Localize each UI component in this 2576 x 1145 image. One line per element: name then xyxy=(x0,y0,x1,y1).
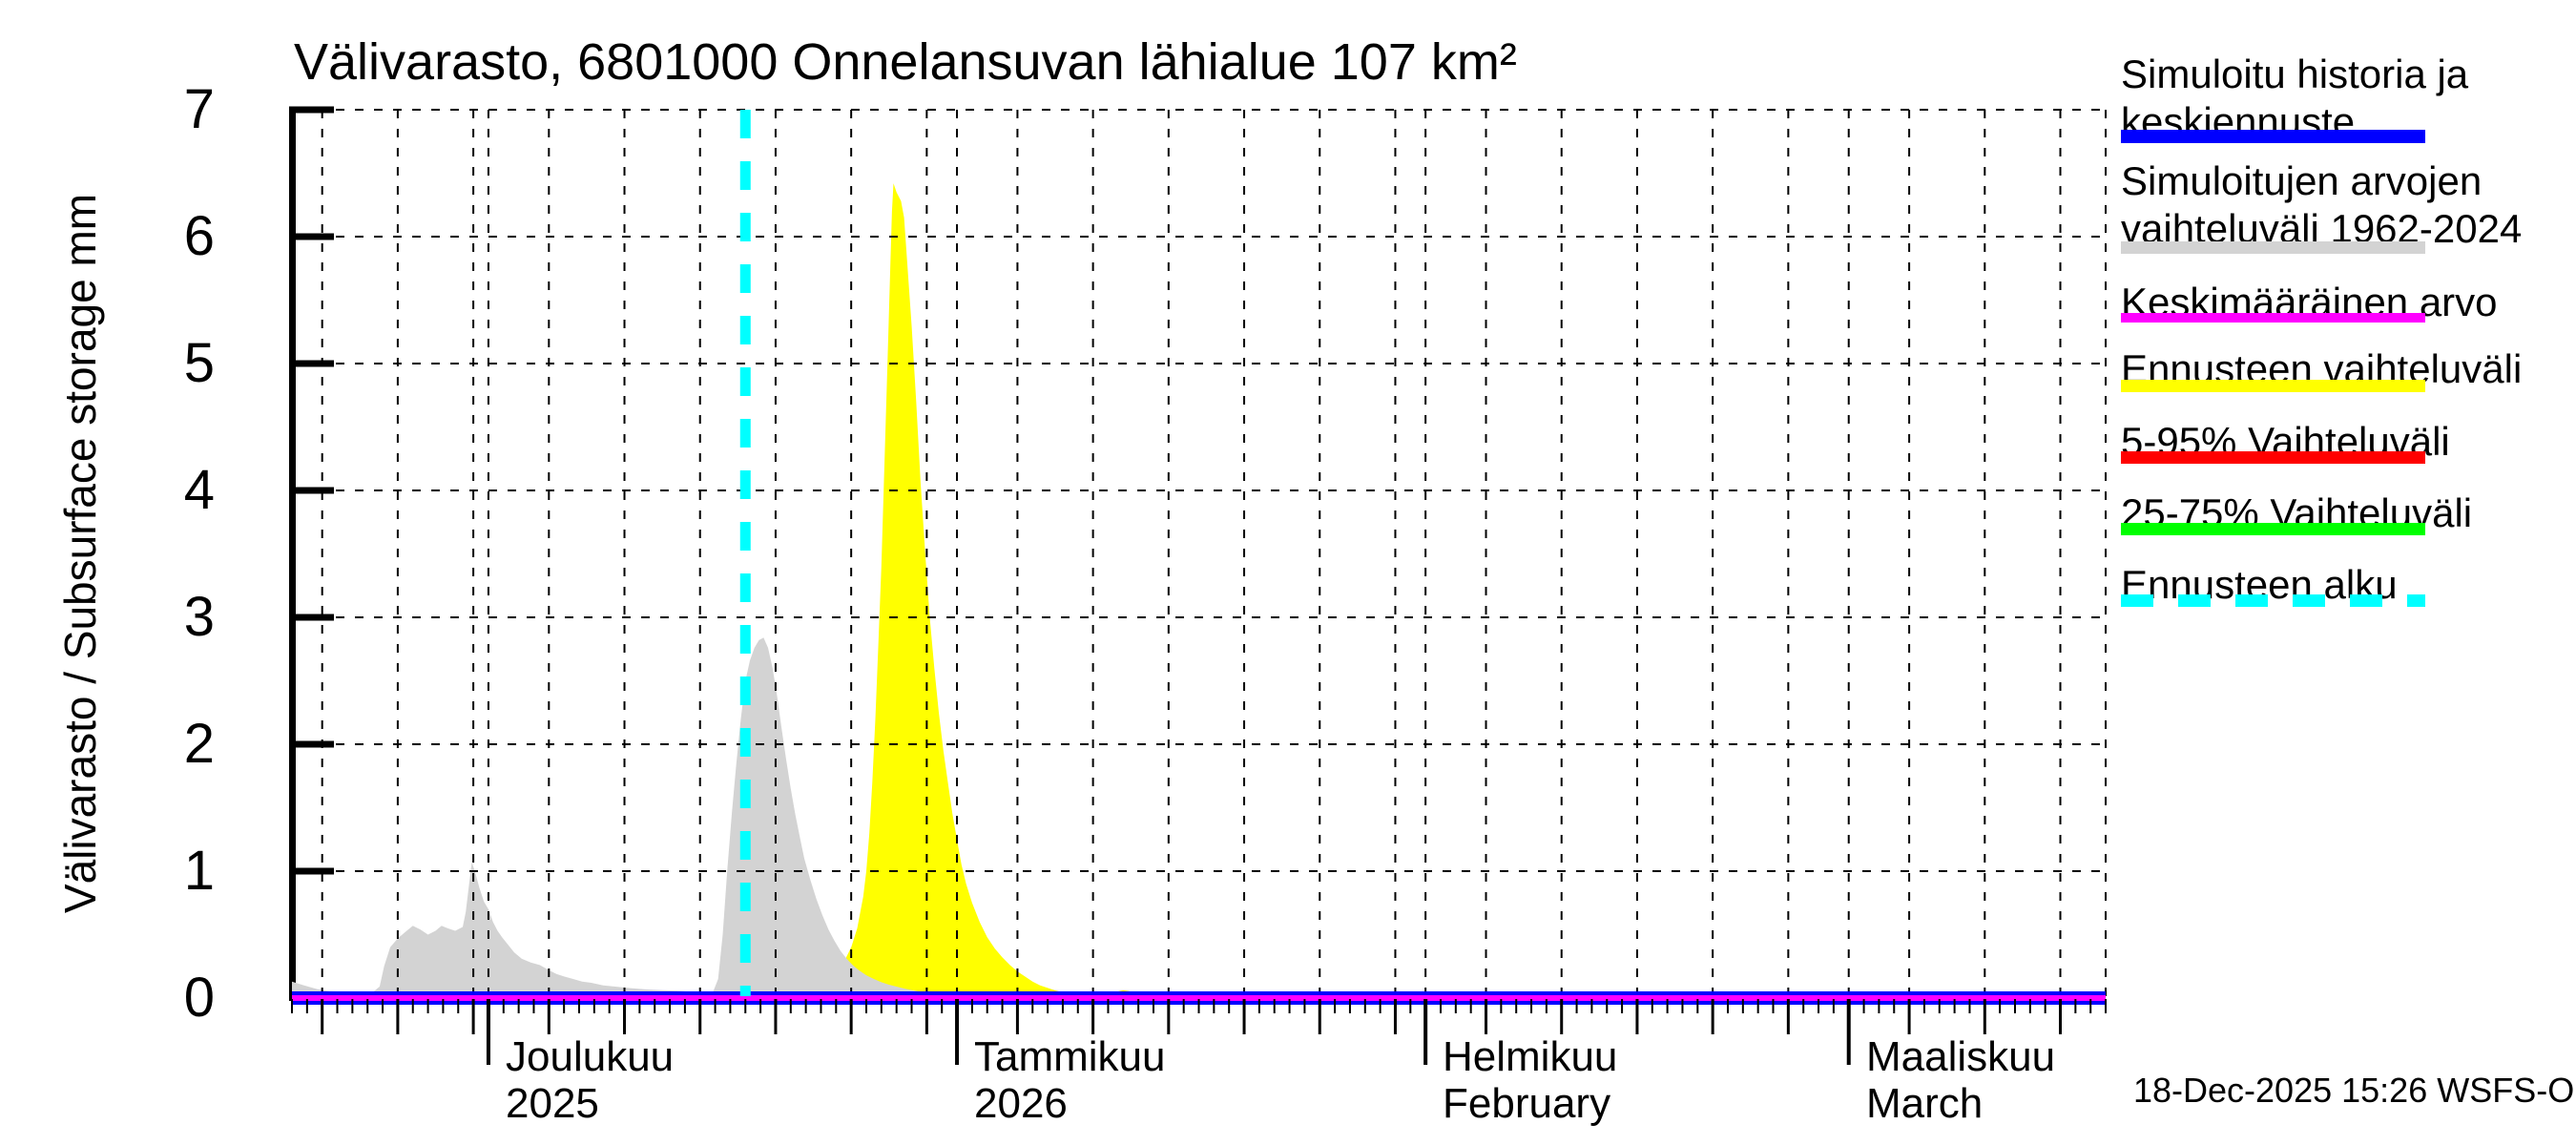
x-month-label-tammikuu: Tammikuu 2026 xyxy=(974,1033,1166,1127)
legend-swatch-blue-line xyxy=(2121,130,2425,143)
legend-item-25-75-range: 25-75% Vaihteluväli xyxy=(2121,490,2473,535)
y-tick-label: 1 xyxy=(183,840,215,902)
legend-swatch-red-line xyxy=(2121,451,2425,464)
y-tick-label: 7 xyxy=(183,78,215,140)
y-tick-label: 4 xyxy=(183,459,215,521)
legend-item-forecast-range: Ennusteen vaihteluväli xyxy=(2121,346,2523,392)
month-sub: 2026 xyxy=(974,1080,1068,1127)
x-month-label-maaliskuu: Maaliskuu March xyxy=(1866,1033,2055,1127)
month-sub: February xyxy=(1443,1080,1611,1127)
legend-item-5-95-range: 5-95% Vaihteluväli xyxy=(2121,419,2450,464)
legend-item-mean-value: Keskimääräinen arvo xyxy=(2121,280,2498,324)
month-name: Maaliskuu xyxy=(1866,1033,2056,1080)
month-name: Helmikuu xyxy=(1443,1033,1618,1080)
x-month-label-joulukuu: Joulukuu 2025 xyxy=(506,1033,674,1127)
chart-title: Välivarasto, 6801000 Onnelansuvan lähial… xyxy=(294,33,1517,91)
timestamp: 18-Dec-2025 15:26 WSFS-O xyxy=(2133,1071,2575,1110)
legend-swatch-gray-band xyxy=(2121,241,2425,254)
legend-swatch-cyan-dashed-line xyxy=(2121,594,2425,607)
x-month-label-helmikuu: Helmikuu February xyxy=(1443,1033,1617,1127)
legend-swatch-magenta-line xyxy=(2121,313,2425,323)
y-tick-label: 5 xyxy=(183,332,215,394)
month-name: Tammikuu xyxy=(974,1033,1166,1080)
legend-swatch-yellow-band xyxy=(2121,380,2425,392)
y-tick-label: 2 xyxy=(183,713,215,775)
month-name: Joulukuu xyxy=(506,1033,675,1080)
month-sub: 2025 xyxy=(506,1080,599,1127)
y-tick-label: 3 xyxy=(183,586,215,648)
legend-item-simulated-history: Simuloitu historia ja keskiennuste xyxy=(2121,52,2469,144)
month-sub: March xyxy=(1866,1080,1984,1127)
legend-item-sim-range: Simuloitujen arvojen vaihteluväli 1962-2… xyxy=(2121,157,2522,254)
y-tick-label: 6 xyxy=(183,205,215,267)
area-forecast-range xyxy=(745,183,1153,999)
legend-swatch-green-line xyxy=(2121,523,2425,535)
y-tick-label: 0 xyxy=(183,967,215,1029)
legend-item-forecast-start: Ennusteen alku xyxy=(2121,561,2436,609)
